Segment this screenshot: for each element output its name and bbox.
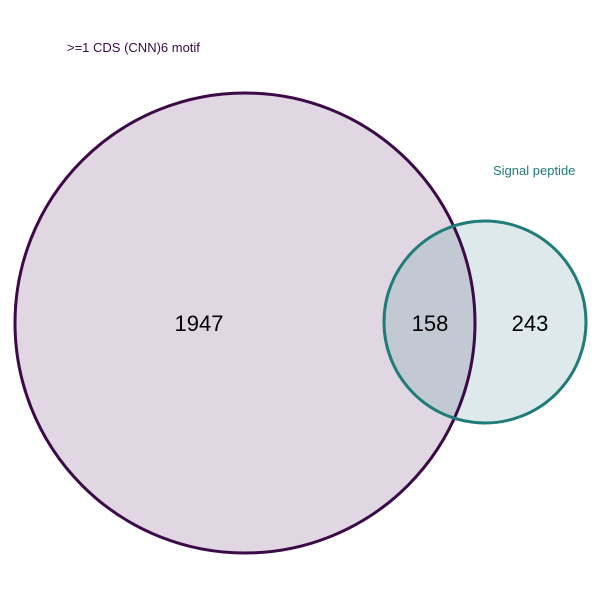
- intersection-count: 158: [412, 311, 449, 336]
- set-a-outline: [13, 91, 477, 555]
- set-a-label: >=1 CDS (CNN)6 motif: [67, 40, 200, 55]
- set-b-label: Signal peptide: [493, 163, 575, 178]
- set-a-circle: [15, 93, 475, 553]
- set-b-only-count: 243: [512, 311, 549, 336]
- set-b-outline: [382, 219, 588, 425]
- intersection-region: [384, 221, 475, 423]
- set-a-only-count: 1947: [175, 311, 224, 336]
